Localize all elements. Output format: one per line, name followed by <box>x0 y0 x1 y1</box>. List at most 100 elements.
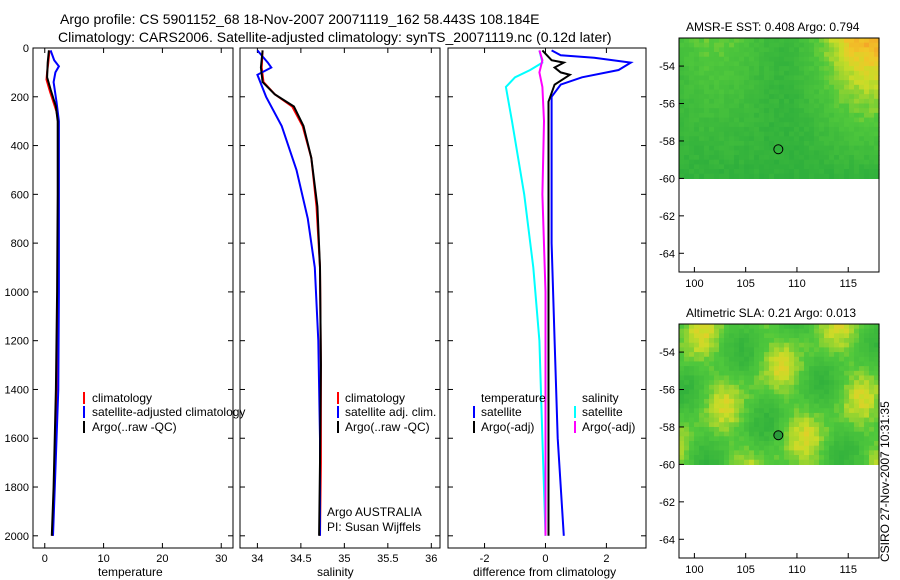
map-cell <box>799 426 805 433</box>
map-cell <box>749 140 755 147</box>
map-cell <box>694 94 700 100</box>
map-cell <box>694 108 700 114</box>
map-cell <box>714 117 720 123</box>
map-cell <box>694 394 700 400</box>
map-cell <box>729 426 735 433</box>
map-cell <box>874 445 880 451</box>
map-cell <box>859 459 865 465</box>
map-cell <box>814 56 820 62</box>
map-cell <box>814 117 820 123</box>
map-cell <box>824 356 830 363</box>
map-cell <box>809 333 815 339</box>
map-cell <box>819 398 825 405</box>
map-cell <box>854 98 860 105</box>
argo-location-marker <box>773 144 784 155</box>
map-cell <box>789 145 795 151</box>
map-cell <box>789 459 795 465</box>
map-cell <box>854 140 860 147</box>
map-cell <box>804 103 810 109</box>
map-cell <box>739 361 745 367</box>
map-cell <box>709 375 715 381</box>
map-cell <box>809 52 815 58</box>
map-cell <box>849 164 855 170</box>
map-cell <box>724 140 730 147</box>
map-cell <box>769 84 775 91</box>
map-cell <box>714 103 720 109</box>
map-cell <box>864 361 870 367</box>
map-cell <box>854 61 860 67</box>
map-cell <box>854 389 860 395</box>
map-cell <box>694 408 700 414</box>
map-cell <box>874 75 880 81</box>
map-cell <box>814 342 820 348</box>
map-cell <box>699 155 705 161</box>
map-cell <box>874 117 880 123</box>
map-cell <box>869 389 875 395</box>
map-cell <box>759 140 765 147</box>
map-cell <box>784 61 790 67</box>
map-cell <box>799 140 805 147</box>
map-cell <box>824 389 830 395</box>
map-cell <box>789 131 795 137</box>
map-cell <box>739 169 745 175</box>
map-cell <box>699 117 705 123</box>
map-cell <box>849 333 855 339</box>
map-cell <box>779 426 785 433</box>
map-cell <box>799 80 805 86</box>
map-cell <box>874 426 880 433</box>
map-cell <box>834 426 840 433</box>
map-cell <box>759 61 765 67</box>
map-cell <box>819 164 825 170</box>
map-cell <box>859 441 865 447</box>
map-cell <box>754 159 760 165</box>
map-cell <box>844 98 850 105</box>
map-cell <box>679 70 685 77</box>
map-cell <box>814 103 820 109</box>
map-cell <box>694 89 700 95</box>
map-cell <box>829 422 835 428</box>
map-cell <box>724 80 730 86</box>
map-cell <box>819 126 825 133</box>
map-cell <box>754 394 760 400</box>
map-cell <box>739 103 745 109</box>
map-cell <box>814 126 820 133</box>
map-cell <box>829 426 835 433</box>
map-cell <box>829 38 835 44</box>
map-cell <box>729 361 735 367</box>
map-cell <box>739 380 745 386</box>
map-cell <box>794 140 800 147</box>
map-cell <box>684 150 690 156</box>
map-cell <box>704 394 710 400</box>
map-cell <box>724 103 730 109</box>
map-cell <box>794 394 800 400</box>
map-cell <box>784 445 790 451</box>
map-cell <box>689 450 695 456</box>
map-cell <box>834 445 840 451</box>
map-cell <box>679 38 685 44</box>
map-cell <box>699 389 705 395</box>
map-cell <box>749 173 755 179</box>
map-cell <box>744 159 750 165</box>
map-cell <box>694 159 700 165</box>
map-cell <box>684 347 690 353</box>
map-cell <box>844 389 850 395</box>
map-cell <box>709 441 715 447</box>
map-cell <box>679 426 685 433</box>
map-cell <box>684 352 690 358</box>
map-cell <box>689 140 695 147</box>
map-cell <box>739 136 745 142</box>
y-tick-label: -54 <box>659 61 675 73</box>
map-cell <box>749 361 755 367</box>
map-cell <box>809 347 815 353</box>
map-cell <box>859 103 865 109</box>
map-cell <box>709 173 715 179</box>
map-cell <box>854 361 860 367</box>
map-cell <box>809 389 815 395</box>
map-cell <box>689 150 695 156</box>
map-cell <box>709 112 715 119</box>
map-cell <box>729 333 735 339</box>
map-cell <box>854 370 860 377</box>
map-cell <box>679 352 685 358</box>
map-cell <box>739 155 745 161</box>
map-cell <box>869 84 875 91</box>
